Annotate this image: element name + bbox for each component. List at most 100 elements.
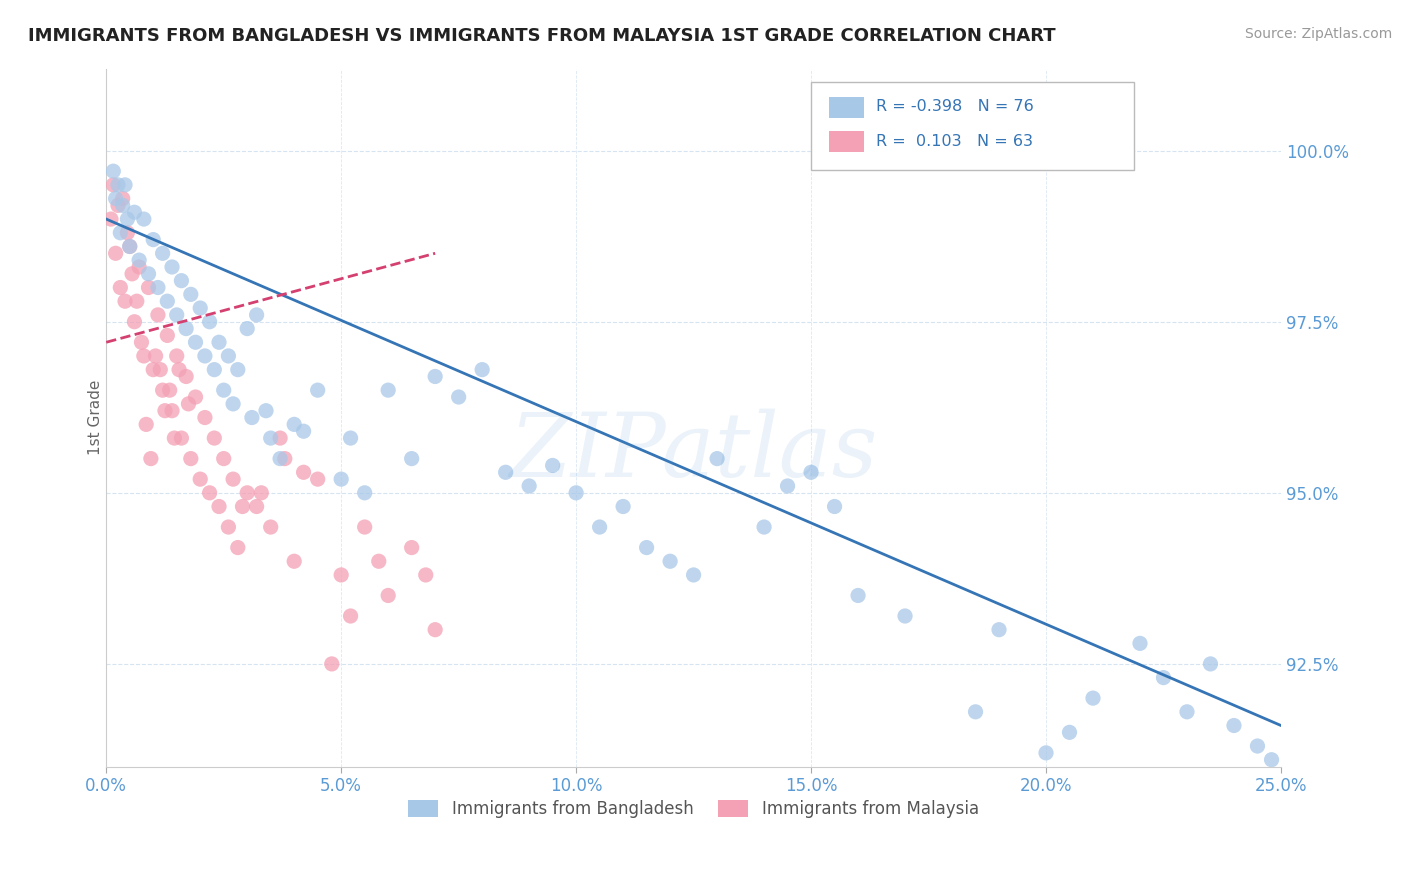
Point	[202, 431, 225, 445]
Point	[367, 554, 389, 568]
Point	[212, 451, 235, 466]
Point	[776, 479, 799, 493]
Point	[1153, 671, 1175, 685]
Point	[1246, 739, 1268, 753]
Y-axis label: 1st Grade: 1st Grade	[87, 380, 103, 455]
Point	[160, 403, 183, 417]
Point	[163, 431, 186, 445]
Point	[111, 192, 134, 206]
Point	[107, 178, 129, 192]
Point	[226, 362, 249, 376]
Point	[330, 568, 353, 582]
Point	[198, 315, 221, 329]
Point	[495, 465, 517, 479]
Point	[330, 472, 353, 486]
Point	[184, 335, 207, 350]
Point	[139, 451, 162, 466]
Point	[208, 500, 231, 514]
Point	[236, 321, 259, 335]
Point	[217, 520, 239, 534]
Point	[541, 458, 564, 473]
Point	[377, 589, 399, 603]
Point	[142, 233, 165, 247]
Point	[103, 164, 125, 178]
Point	[260, 520, 283, 534]
Point	[231, 500, 253, 514]
Point	[894, 609, 917, 624]
Point	[212, 383, 235, 397]
Point	[612, 500, 634, 514]
Point	[1260, 753, 1282, 767]
Point	[111, 198, 134, 212]
Point	[246, 500, 269, 514]
Point	[166, 349, 188, 363]
Point	[194, 349, 217, 363]
Point	[1175, 705, 1198, 719]
Point	[353, 485, 375, 500]
Point	[217, 349, 239, 363]
Point	[180, 287, 202, 301]
Point	[283, 417, 305, 432]
Point	[194, 410, 217, 425]
Legend: Immigrants from Bangladesh, Immigrants from Malaysia: Immigrants from Bangladesh, Immigrants f…	[402, 793, 986, 824]
Point	[274, 451, 297, 466]
Bar	[828, 97, 863, 118]
Point	[1223, 718, 1246, 732]
Point	[447, 390, 470, 404]
Point	[588, 520, 610, 534]
Point	[800, 465, 823, 479]
Point	[269, 451, 291, 466]
Point	[250, 485, 273, 500]
Point	[1081, 691, 1104, 706]
Point	[124, 205, 146, 219]
Point	[156, 328, 179, 343]
Point	[128, 260, 150, 274]
Point	[117, 226, 139, 240]
Point	[153, 403, 176, 417]
Point	[401, 451, 423, 466]
Point	[307, 472, 329, 486]
Point	[138, 267, 160, 281]
Point	[292, 424, 315, 438]
Point	[131, 335, 153, 350]
Point	[110, 280, 132, 294]
Point	[226, 541, 249, 555]
Point	[107, 198, 129, 212]
Point	[339, 431, 361, 445]
Point	[198, 485, 221, 500]
Point	[118, 239, 141, 253]
Point	[425, 623, 447, 637]
Point	[149, 362, 172, 376]
Point	[377, 383, 399, 397]
Point	[307, 383, 329, 397]
Point	[121, 267, 143, 281]
Point	[471, 362, 494, 376]
Point	[824, 500, 846, 514]
Point	[965, 705, 987, 719]
Point	[104, 192, 127, 206]
Point	[401, 541, 423, 555]
Point	[177, 397, 200, 411]
Point	[269, 431, 291, 445]
Point	[321, 657, 343, 671]
Point	[846, 589, 869, 603]
Point	[706, 451, 728, 466]
Point	[1199, 657, 1222, 671]
Point	[339, 609, 361, 624]
Point	[167, 362, 190, 376]
Point	[1129, 636, 1152, 650]
Point	[146, 308, 169, 322]
Point	[517, 479, 540, 493]
Point	[188, 301, 211, 315]
Point	[283, 554, 305, 568]
Point	[752, 520, 775, 534]
Bar	[828, 131, 863, 153]
Point	[104, 246, 127, 260]
Point	[125, 294, 148, 309]
Point	[170, 274, 193, 288]
Point	[260, 431, 283, 445]
Point	[180, 451, 202, 466]
Point	[170, 431, 193, 445]
Point	[1059, 725, 1081, 739]
Point	[132, 349, 155, 363]
